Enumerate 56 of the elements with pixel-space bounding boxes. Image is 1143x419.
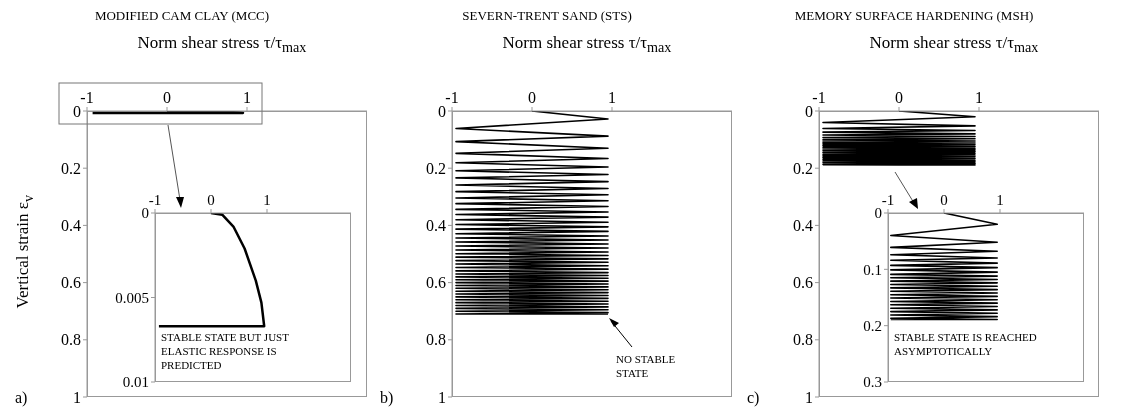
x-tick-label: 1	[996, 192, 1004, 208]
x-tick-label: 1	[263, 192, 271, 208]
x-tick-label: 1	[243, 89, 251, 106]
x-axis-title: Norm shear stress τ/τ$_{max}$	[868, 33, 1040, 57]
line-series	[455, 111, 609, 315]
y-tick-label: 0.2	[793, 159, 813, 177]
y-tick-label: 0.8	[426, 331, 446, 349]
y-tick-label: 1	[73, 388, 81, 406]
text: c)	[747, 389, 760, 407]
y-tick-label: 0.6	[61, 274, 81, 292]
x-tick-label: 0	[163, 89, 171, 106]
line-series	[890, 213, 998, 321]
y-tick-label: 0.2	[61, 159, 81, 177]
y-tick-label: 1	[805, 388, 813, 406]
y-tick-label: 0.01	[122, 374, 149, 391]
y-tick-label: 0.6	[426, 274, 446, 292]
x-axis-title: Norm shear stress τ/τ$_{max}$	[136, 33, 308, 57]
x-axis-title: Norm shear stress τ/τ$_{max}$	[501, 33, 673, 57]
y-tick-label: 0.4	[426, 217, 446, 235]
annotation: NO STABLE STATE	[616, 352, 677, 381]
y-tick-label: 0.3	[863, 374, 882, 391]
x-tick-label: -1	[148, 192, 162, 208]
chart-title: MODIFIED CAM CLAY (MCC)	[93, 8, 271, 24]
line-series	[822, 111, 976, 166]
y-tick-label: 0.4	[61, 217, 81, 235]
y-tick-label: 1	[438, 388, 446, 406]
x-tick-label: -1	[80, 89, 94, 106]
y-tick-label: 0.005	[115, 289, 149, 306]
y-tick-label: 0	[874, 205, 882, 222]
y-tick-label: 0	[141, 205, 149, 222]
x-tick-label: -1	[445, 89, 459, 106]
x-tick-label: 0	[895, 89, 903, 106]
x-tick-label: -1	[812, 89, 826, 106]
x-tick-label: 0	[940, 192, 948, 208]
y-tick-label: 0	[805, 102, 813, 120]
annotation: STABLE STATE IS REACHED ASYMPTOTICALLY	[894, 330, 1038, 358]
x-tick-label: 0	[528, 89, 536, 106]
line-series	[157, 213, 266, 328]
y-tick-label: 0.8	[61, 331, 81, 349]
y-tick-label: 0.8	[793, 331, 813, 349]
y-tick-label: 0.6	[793, 274, 813, 292]
x-tick-label: 0	[207, 192, 215, 208]
text: a)	[15, 389, 28, 407]
y-tick-label: 0.4	[793, 217, 813, 235]
chart-title: MEMORY SURFACE HARDENING (MSH)	[793, 8, 1035, 24]
x-tick-label: 1	[975, 89, 983, 106]
y-tick-label: 0	[73, 102, 81, 120]
annotation: STABLE STATE BUT JUST ELASTIC RESPONSE IS PREDICTED	[161, 330, 290, 372]
text: b)	[380, 389, 394, 407]
chart-title: SEVERN-TRENT SAND (STS)	[461, 8, 633, 24]
y-tick-label: 0.1	[863, 261, 882, 278]
x-tick-label: 1	[608, 89, 616, 106]
y-tick-label: 0	[438, 102, 446, 120]
y-tick-label: 0.2	[863, 317, 882, 334]
y-tick-label: 0.2	[426, 159, 446, 177]
x-tick-label: -1	[881, 192, 895, 208]
